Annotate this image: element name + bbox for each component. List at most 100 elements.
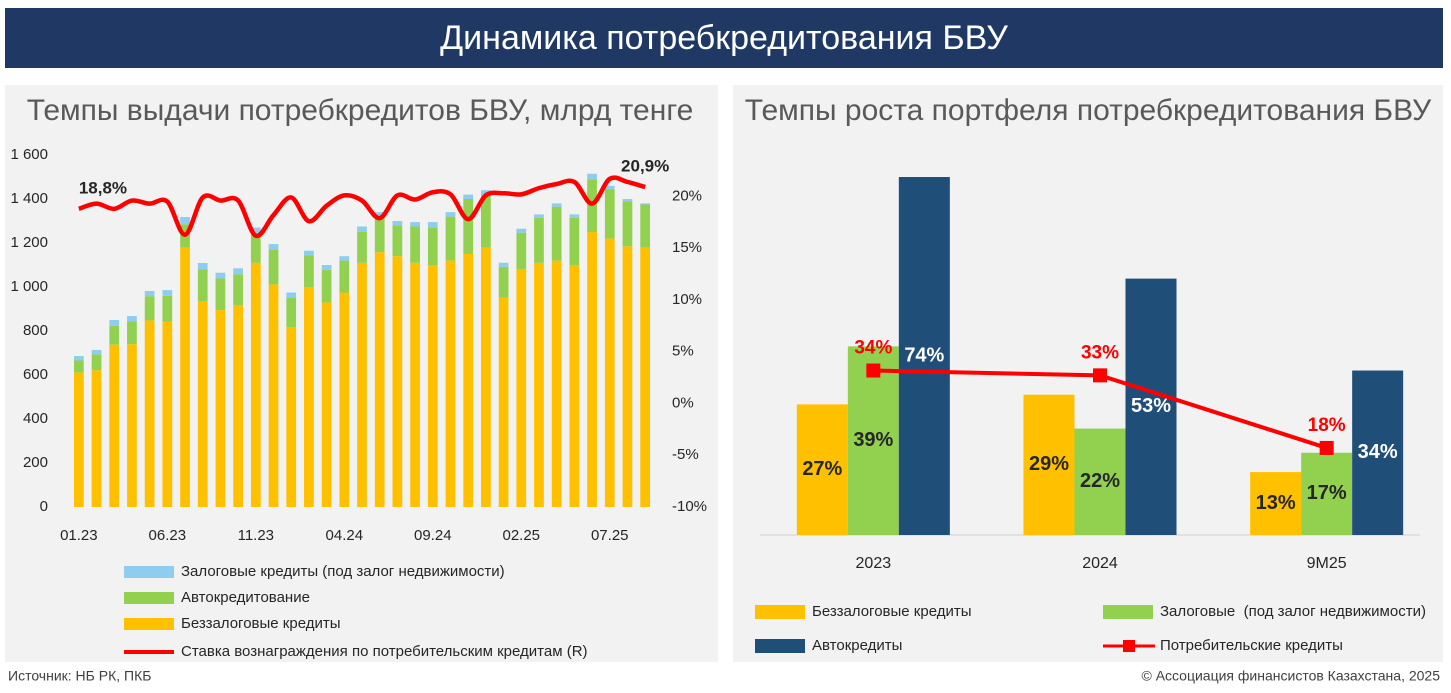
- data-label: 13%: [1256, 492, 1296, 514]
- bar-segment: [286, 327, 297, 507]
- y2-tick-label: 0%: [672, 394, 694, 411]
- bar-segment: [268, 249, 279, 285]
- bar-segment: [144, 320, 155, 507]
- x-tick-label: 01.23: [60, 527, 98, 544]
- bar-segment: [551, 260, 562, 507]
- bar-segment: [73, 372, 84, 507]
- legend-swatch: [124, 592, 174, 604]
- x-tick-label: 2023: [856, 555, 892, 572]
- bar-segment: [587, 173, 597, 180]
- rate-line: [78, 175, 646, 239]
- bar-segment: [410, 226, 420, 263]
- bar-segment: [445, 212, 456, 217]
- bar-segment: [427, 265, 438, 507]
- bar-segment: [481, 247, 491, 507]
- bar-segment: [197, 301, 208, 507]
- bar: [898, 177, 950, 535]
- chart-title: Темпы выдачи потребкредитов БВУ, млрд те…: [27, 94, 694, 127]
- y2-tick-label: -10%: [672, 498, 707, 515]
- bar-segment: [481, 190, 491, 195]
- data-label: 53%: [1131, 395, 1171, 417]
- bar-segment: [463, 254, 474, 507]
- x-tick-label: 07.25: [591, 527, 629, 544]
- line-marker: [866, 363, 881, 378]
- bar-segment: [250, 262, 261, 507]
- bar-segment: [215, 310, 226, 507]
- bar-segment: [357, 232, 367, 263]
- legend-label: Потребительские кредиты: [1160, 637, 1343, 654]
- bar-segment: [604, 185, 615, 190]
- y-tick-label: 1 200: [10, 234, 48, 251]
- legend-label: Залоговые кредиты (под залог недвижимост…: [181, 563, 505, 580]
- x-tick-label: 2024: [1082, 555, 1118, 572]
- bar-segment: [622, 199, 633, 202]
- x-tick-label: 09.24: [414, 527, 452, 544]
- bar-segment: [392, 225, 403, 257]
- legend-label: Залоговые (под залог недвижимости): [1160, 603, 1426, 620]
- y2-tick-label: 10%: [672, 291, 702, 308]
- bar-segment: [91, 349, 102, 355]
- bar-segment: [392, 221, 403, 226]
- bar-segment: [144, 296, 155, 321]
- bar-segment: [286, 292, 297, 298]
- y-tick-label: 200: [23, 454, 48, 471]
- bar-segment: [374, 252, 385, 507]
- bar-segment: [339, 292, 350, 507]
- line-marker: [1319, 440, 1334, 455]
- bar: [1352, 370, 1404, 535]
- bar-segment: [534, 262, 544, 507]
- bar: [796, 404, 848, 535]
- bar-segment: [463, 199, 474, 254]
- bar-segment: [357, 262, 367, 507]
- line-marker: [1093, 368, 1107, 383]
- bar-segment: [640, 203, 651, 205]
- y-tick-label: 1 600: [10, 146, 48, 163]
- bar-segment: [410, 262, 420, 507]
- legend-label: Автокредитование: [181, 589, 310, 606]
- bar-segment: [144, 290, 155, 297]
- data-label: 18,8%: [79, 178, 127, 197]
- bar-segment: [604, 189, 615, 239]
- bar-segment: [233, 274, 243, 306]
- data-label: 34%: [1358, 441, 1398, 463]
- data-label: 34%: [854, 338, 892, 359]
- bar-segment: [197, 263, 208, 270]
- bar-segment: [304, 255, 314, 287]
- data-label: 18%: [1308, 415, 1346, 436]
- bar-segment: [197, 269, 208, 302]
- legend-label: Беззалоговые кредиты: [812, 603, 972, 620]
- bar-segment: [91, 370, 102, 507]
- copyright-note: © Ассоциация финансистов Казахстана, 202…: [1141, 668, 1440, 684]
- chart-title: Темпы роста портфеля потребкредитования …: [745, 94, 1432, 127]
- bar-segment: [463, 194, 474, 199]
- bar: [1301, 452, 1353, 535]
- bar-segment: [640, 247, 651, 507]
- bar-segment: [445, 260, 456, 507]
- bar-segment: [640, 204, 651, 248]
- bar: [1250, 472, 1302, 535]
- x-tick-label: 06.23: [149, 527, 187, 544]
- data-label: 74%: [904, 344, 944, 366]
- bar-segment: [268, 284, 279, 507]
- bar-segment: [127, 316, 137, 322]
- y2-tick-label: 15%: [672, 239, 702, 256]
- legend-swatch: [1123, 640, 1135, 652]
- bar-segment: [304, 287, 314, 507]
- bar-segment: [180, 217, 190, 225]
- data-label: 17%: [1307, 482, 1347, 504]
- data-label: 27%: [802, 458, 842, 480]
- legend-swatch: [755, 639, 805, 653]
- y-tick-label: 400: [23, 410, 48, 427]
- bar-segment: [410, 222, 420, 227]
- data-label: 20,9%: [621, 157, 669, 176]
- page-title: Динамика потребкредитования БВУ: [440, 19, 1008, 57]
- bar-segment: [250, 227, 261, 234]
- bar-segment: [622, 201, 633, 247]
- bar-segment: [534, 217, 544, 263]
- bar-segment: [109, 320, 120, 326]
- bar-segment: [534, 214, 544, 218]
- bar-segment: [321, 302, 332, 507]
- bar-segment: [551, 206, 562, 261]
